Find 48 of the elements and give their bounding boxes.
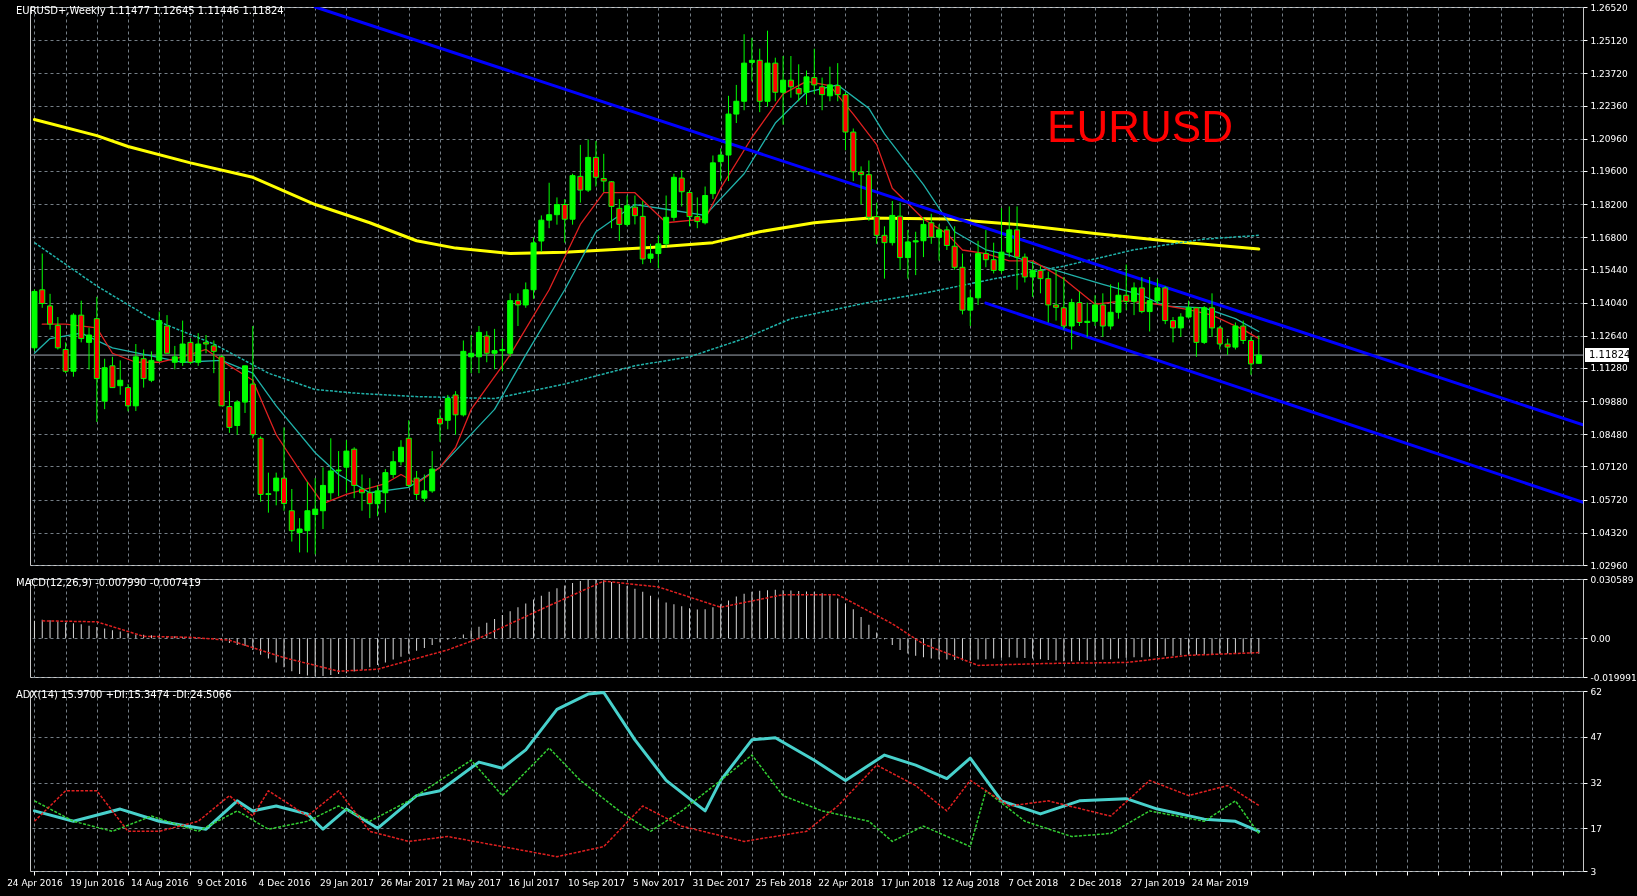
y-tick-label: 1.19600 (1590, 166, 1628, 177)
x-tick-label: 9 Oct 2016 (197, 877, 248, 888)
annotation: EURUSD (1047, 102, 1233, 151)
x-tick-label: 24 Mar 2019 (1191, 877, 1250, 888)
y-tick-label: 17 (1590, 823, 1602, 834)
x-tick-label: 2 Dec 2018 (1069, 877, 1122, 888)
y-tick-label: 1.12640 (1590, 331, 1628, 342)
y-tick-label: 1.05720 (1590, 495, 1628, 506)
y-tick-label: 1.15440 (1590, 264, 1628, 275)
x-tick-label: 7 Oct 2018 (1008, 877, 1059, 888)
y-tick-label: 0.030589 (1590, 574, 1634, 585)
y-tick-label: 1.04320 (1590, 528, 1628, 539)
y-tick-label: 47 (1590, 732, 1602, 743)
y-tick-label: 1.09880 (1590, 396, 1628, 407)
y-tick-label: 1.25120 (1590, 35, 1628, 46)
x-tick-label: 31 Dec 2017 (692, 877, 750, 888)
x-tick-label: 26 Mar 2017 (380, 877, 438, 888)
x-tick-label: 16 Jul 2017 (508, 877, 560, 888)
x-tick-label: 10 Sep 2017 (567, 877, 625, 888)
x-tick-label: 27 Jan 2019 (1130, 877, 1186, 888)
y-tick-label: 62 (1590, 686, 1602, 697)
y-tick-label: 1.08480 (1590, 429, 1628, 440)
y-tick-label: 1.26520 (1590, 2, 1628, 13)
y-tick-label: 32 (1590, 778, 1602, 789)
y-tick-label: 1.16800 (1590, 232, 1628, 243)
x-tick-label: 22 Apr 2018 (818, 877, 875, 888)
x-tick-label: 29 Jan 2017 (319, 877, 374, 888)
x-tick-label: 19 Jun 2016 (70, 877, 125, 888)
y-tick-label: 1.11280 (1590, 363, 1628, 374)
y-tick-label: 3 (1590, 866, 1597, 877)
x-tick-label: 4 Dec 2016 (258, 877, 311, 888)
x-tick-label: 14 Aug 2016 (130, 877, 189, 888)
y-tick-label: 1.22360 (1590, 101, 1628, 112)
x-tick-label: 12 Aug 2018 (941, 877, 1000, 888)
y-tick-label: 1.20960 (1590, 134, 1628, 145)
y-tick-label: 1.23720 (1590, 68, 1628, 79)
y-tick-label: 1.18200 (1590, 199, 1628, 210)
y-tick-label: 1.14040 (1590, 298, 1628, 309)
y-tick-label: 1.02960 (1590, 560, 1628, 571)
y-tick-label: -0.019991 (1590, 672, 1637, 683)
x-tick-label: 5 Nov 2017 (632, 877, 685, 888)
x-tick-label: 25 Feb 2018 (755, 877, 812, 888)
x-tick-label: 17 Jun 2018 (881, 877, 936, 888)
ref-line-label: 1.11824 (1589, 349, 1631, 361)
y-tick-label: 1.07120 (1590, 461, 1628, 472)
x-tick-label: 24 Apr 2016 (7, 877, 64, 888)
x-tick-label: 21 May 2017 (442, 877, 502, 888)
y-tick-label: 0.00 (1590, 633, 1611, 644)
